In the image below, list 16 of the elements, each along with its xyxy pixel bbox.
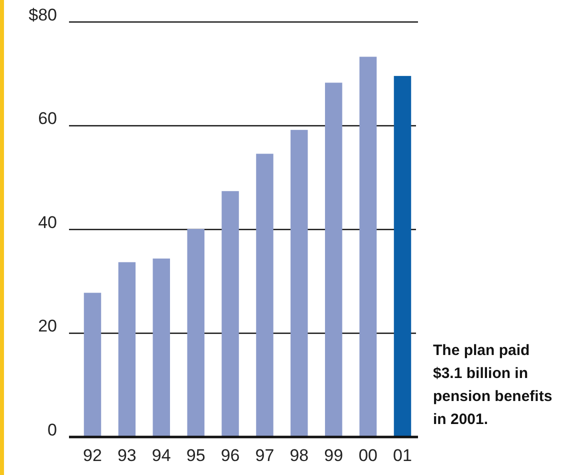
x-tick-label: 97: [255, 446, 274, 465]
y-tick-label: 20: [38, 316, 57, 336]
y-tick-label: $80: [28, 5, 57, 24]
x-tick-label: 96: [220, 446, 240, 465]
x-tick-label: 95: [186, 446, 206, 465]
x-tick-label: 99: [324, 446, 344, 465]
y-tick-label: 60: [38, 109, 57, 128]
x-tick-label: 01: [393, 446, 412, 465]
x-tick-label: 92: [83, 446, 102, 465]
x-tick-label: 00: [358, 446, 378, 465]
text: The plan paid $3.1 billion in pension benefits in 2001.: [433, 342, 552, 428]
x-tick-label: 94: [152, 446, 171, 465]
y-tick-label: 40: [38, 212, 57, 232]
y-tick-label: 0: [48, 420, 57, 440]
x-tick-label: 98: [290, 446, 309, 465]
x-tick-label: 93: [117, 446, 136, 465]
